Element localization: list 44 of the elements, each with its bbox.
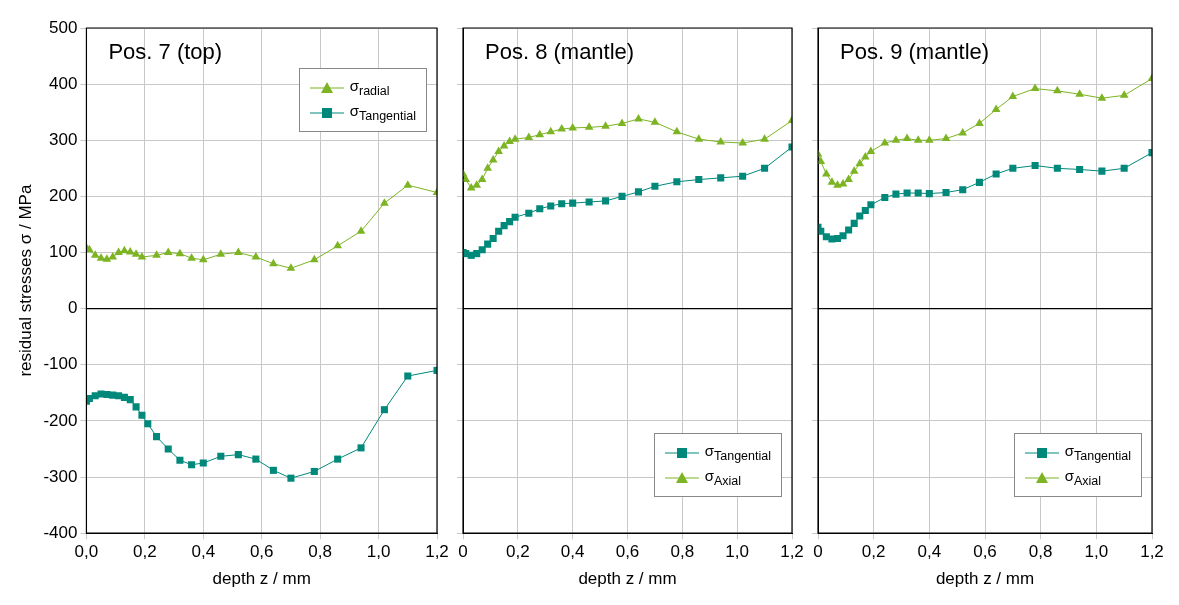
x-tick-label: 0,6 [973,542,997,562]
text: Pos. 9 (mantle) [840,39,990,65]
legend-label: σ$_{Tangential}$ [349,102,416,123]
y-tick-label: 300 [49,129,78,149]
legend-label: σ$_{Tangential}$ [1064,442,1131,464]
y-tick-label: -100 [43,354,78,374]
x-tick-label: 1,2 [780,542,804,562]
x-tick-label: 0,6 [615,542,640,562]
x-tick-label: 1,0 [725,542,749,562]
text: Pos. 7 (top) [108,39,223,65]
y-axis-title: residual stresses σ / MPa [15,184,35,377]
x-tick-label: 0,4 [917,542,942,562]
text: Pos. 8 (mantle) [485,39,635,65]
legend-label: σ$_{Tangential}$ [704,442,771,464]
x-tick-label: 1,0 [1084,542,1109,562]
x-tick-label: 0,8 [1028,542,1053,562]
x-tick-label: 0,0 [74,542,99,562]
x-tick-label: 0,4 [191,542,216,562]
x-tick-label: 0 [813,542,823,562]
x-tick-label: 1,2 [425,542,449,562]
x-tick-label: 0,4 [560,542,585,562]
x-tick-label: 1,2 [1140,542,1164,562]
y-tick-label: 0 [67,298,78,318]
y-tick-label: 400 [49,73,78,93]
x-tick-label: 0,6 [249,542,274,562]
y-tick-label: 500 [49,17,78,37]
y-tick-label: 100 [49,242,78,262]
legend-label: σ$_{Axial}$ [704,467,742,489]
x-tick-label: 1,0 [366,542,391,562]
x-axis-title: depth z / mm [935,569,1035,589]
x-tick-label: 0,2 [133,542,157,562]
x-axis-title: depth z / mm [212,569,311,589]
x-tick-label: 0,8 [308,542,332,562]
x-tick-label: 0,2 [506,542,530,562]
y-tick-label: -400 [43,522,78,542]
y-tick-label: 200 [49,186,78,206]
x-tick-label: 0,2 [861,542,886,562]
y-tick-label: -300 [43,466,78,486]
x-tick-label: 0,8 [670,542,695,562]
x-tick-label: 0 [458,542,468,562]
x-axis-title: depth z / mm [578,569,677,589]
legend-label: σ$_{radial}$ [349,77,390,98]
legend-label: σ$_{Axial}$ [1064,467,1102,489]
y-tick-label: -200 [43,410,78,430]
